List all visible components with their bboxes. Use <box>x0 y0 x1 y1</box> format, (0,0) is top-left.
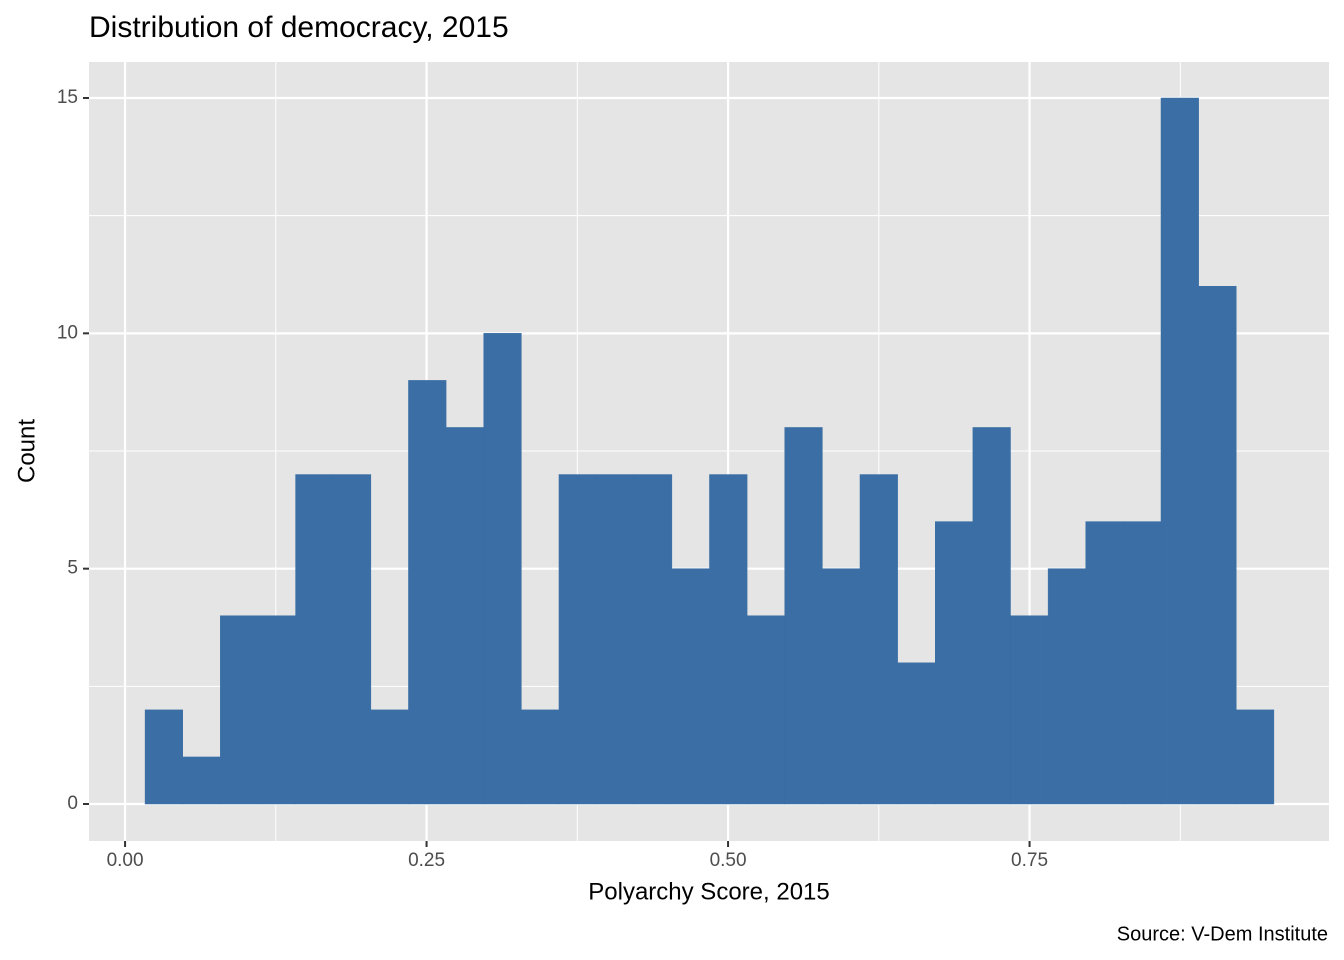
bar <box>1047 568 1087 805</box>
bar <box>1160 97 1199 805</box>
bar <box>1010 615 1049 805</box>
y-axis-label: Count <box>13 419 40 483</box>
x-axis-label: Polyarchy Score, 2015 <box>588 878 829 905</box>
x-tick-label: 0.00 <box>107 850 144 871</box>
bar <box>822 568 861 805</box>
bar <box>596 474 635 805</box>
caption: Source: V-Dem Institute <box>1117 923 1328 945</box>
bar <box>295 474 334 805</box>
bars <box>144 97 1275 805</box>
bar <box>220 615 259 805</box>
bar <box>633 474 673 805</box>
bar <box>144 709 183 805</box>
bar <box>483 333 522 805</box>
y-tick-label: 15 <box>57 87 78 108</box>
x-tick-label: 0.50 <box>710 850 747 871</box>
bar <box>934 521 974 805</box>
y-tick-label: 0 <box>67 793 78 814</box>
bar <box>521 709 560 805</box>
bar <box>445 427 484 805</box>
bar <box>1123 521 1162 805</box>
bar <box>671 568 710 805</box>
bar <box>370 709 409 805</box>
bar <box>408 380 447 805</box>
bar <box>784 427 823 805</box>
bar <box>859 474 898 805</box>
bar <box>332 474 372 805</box>
bar <box>182 756 221 805</box>
bar <box>558 474 597 805</box>
y-tick-label: 10 <box>57 322 78 343</box>
bar <box>1236 709 1275 805</box>
bar <box>972 427 1011 805</box>
x-tick-label: 0.25 <box>408 850 445 871</box>
bar <box>746 615 785 805</box>
y-tick-label: 5 <box>67 558 78 579</box>
bar <box>709 474 748 805</box>
chart-title: Distribution of democracy, 2015 <box>89 11 509 44</box>
bar <box>1085 521 1124 805</box>
bar <box>1198 286 1237 805</box>
bar <box>257 615 296 805</box>
x-tick-label: 0.75 <box>1011 850 1048 871</box>
bar <box>897 662 936 805</box>
